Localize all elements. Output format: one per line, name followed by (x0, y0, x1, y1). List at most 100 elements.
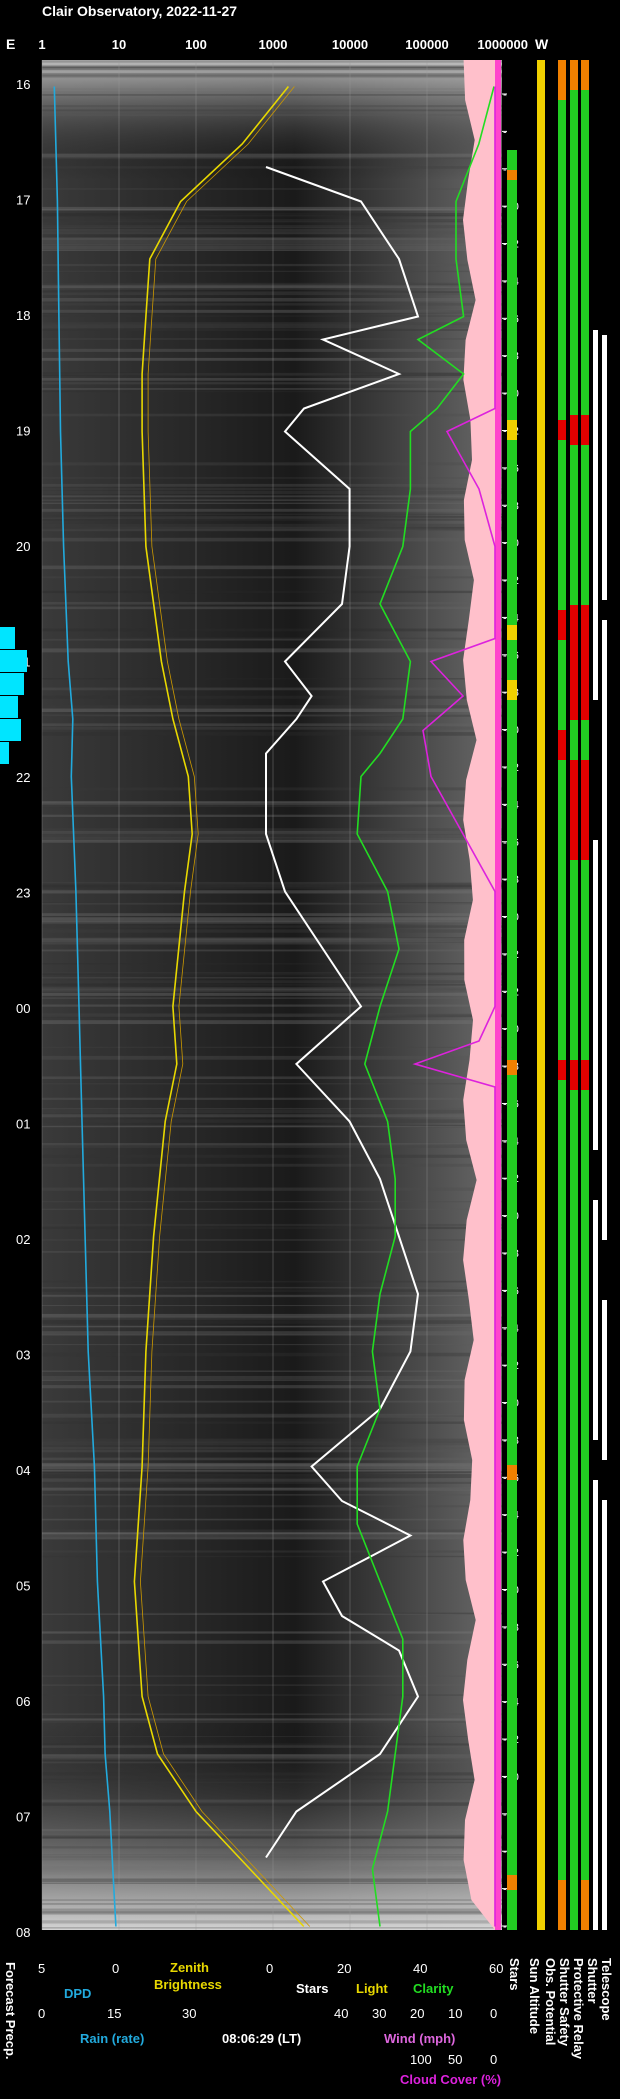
sky-streak (42, 628, 502, 632)
rain-tick-2: 30 (182, 2006, 196, 2021)
sky-streak (42, 1834, 502, 1836)
sky-streak (42, 987, 502, 991)
sky-streak (42, 1778, 502, 1781)
sky-streak (42, 227, 502, 229)
sky-streak (42, 1529, 502, 1533)
saturation-band (463, 60, 495, 1930)
forecast-precp-label: Forecast Precp. (3, 1962, 18, 2060)
status-columns (507, 60, 607, 1930)
sky-streak (42, 328, 502, 331)
status-segment (507, 625, 517, 640)
sky-streak (42, 1223, 502, 1227)
sky-streak (42, 1493, 502, 1496)
sky-streak (42, 1772, 502, 1776)
cloud-max-bar (495, 60, 501, 1930)
status-segment (581, 1060, 589, 1090)
sky-streak (42, 1912, 502, 1914)
status-segment (570, 1060, 578, 1090)
sky-streak (42, 93, 502, 96)
sky-streak (42, 219, 502, 222)
top-axis-tick: 10 (112, 37, 126, 52)
clarity-label: Clarity (413, 1981, 454, 1996)
sky-streak (42, 243, 502, 246)
top-axis-tick: 100000 (405, 37, 448, 52)
status-segment (602, 1460, 607, 1500)
top-axis-tick: 10000 (332, 37, 368, 52)
sky-streak (42, 1163, 502, 1167)
sky-streak (42, 303, 502, 306)
chart-title: Clair Observatory, 2022-11-27 (42, 3, 237, 19)
sky-streak (42, 1675, 502, 1677)
sky-streak (42, 114, 502, 116)
status-segment (558, 420, 566, 440)
sky-streak (42, 637, 502, 641)
sky-streak (42, 1004, 502, 1007)
sky-streak (42, 1908, 502, 1913)
sky-streak (42, 801, 502, 805)
sky-streak (42, 1413, 502, 1418)
slc-tick-0: 0 (266, 1961, 273, 1976)
sky-streak (42, 324, 502, 329)
sky-streak (42, 1325, 502, 1328)
sky-streak (42, 565, 502, 570)
status-segment (593, 700, 598, 840)
status-segment (507, 680, 517, 700)
sky-streak (42, 1856, 502, 1858)
sky-streak (42, 1721, 502, 1723)
sky-streak (42, 890, 502, 894)
sky-streak (42, 814, 502, 817)
sky-streak (42, 884, 502, 889)
status-segment (581, 760, 589, 860)
status-segment (507, 1465, 517, 1480)
sky-streak (42, 1878, 502, 1882)
status-segment (507, 1060, 517, 1075)
sky-streak (42, 1124, 502, 1128)
sky-streak (42, 1478, 502, 1482)
sky-streak (42, 1481, 502, 1484)
precip-bar (0, 673, 24, 695)
status-segment (507, 60, 517, 150)
status-column-label: Protective Relay (571, 1958, 586, 2060)
sky-streak (42, 1415, 502, 1417)
sky-streak (42, 1154, 502, 1158)
sky-streak (42, 1013, 502, 1017)
status-segment (581, 60, 589, 90)
sky-streak (42, 1226, 502, 1230)
wind-tick-2: 20 (410, 2006, 424, 2021)
timestamp: 08:06:29 (LT) (222, 2031, 301, 2046)
sky-streak (42, 949, 502, 952)
sky-streak (42, 1446, 502, 1450)
sky-streak (42, 249, 502, 251)
sky-streak (42, 997, 502, 999)
cloud-tick-0: 100 (410, 2052, 432, 2067)
sky-streak (42, 1119, 502, 1123)
status-segment (581, 415, 589, 445)
status-segment (581, 1880, 589, 1930)
sky-streak (42, 925, 502, 928)
sky-streak (42, 988, 502, 990)
sky-streak (42, 1107, 502, 1110)
sky-streak (42, 1802, 502, 1806)
sky-streak (42, 357, 502, 361)
sky-streak (42, 1870, 502, 1875)
status-column-label: Obs. Potential (543, 1958, 558, 2045)
wind-tick-0: 40 (334, 2006, 348, 2021)
sky-streak (42, 1487, 502, 1491)
sky-streak (42, 1294, 502, 1297)
status-column-label: Stars (507, 1958, 522, 1991)
sky-streak (42, 413, 502, 417)
wind-tick-1: 30 (372, 2006, 386, 2021)
slc-tick-2: 40 (413, 1961, 427, 1976)
hour-tick: 18 (16, 308, 30, 323)
sky-streak (42, 1097, 502, 1100)
status-segment (593, 1150, 598, 1200)
sky-streak (42, 156, 502, 160)
sky-streak (42, 1082, 502, 1085)
sky-streak (42, 1114, 502, 1118)
sky-streak (42, 606, 502, 610)
precip-bar (0, 742, 9, 764)
sky-streak (42, 291, 502, 293)
status-column-labels: Stars Sun Altitude Obs. Potential Shutter S… (507, 1958, 614, 2060)
sky-streak (42, 310, 502, 314)
series-layer (53, 85, 496, 1928)
